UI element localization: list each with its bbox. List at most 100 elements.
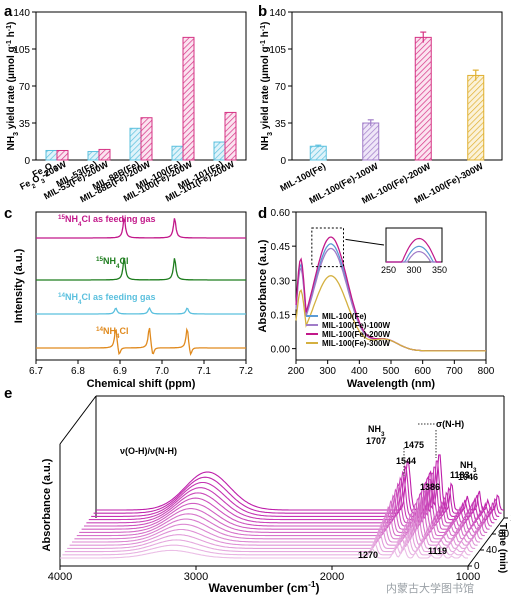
spectrum-line — [91, 466, 500, 517]
y-tick-label: 140 — [269, 8, 286, 19]
spectrum-line — [74, 509, 483, 540]
spectrum-line — [64, 534, 473, 553]
x-axis-label: Wavenumber (cm-1) — [208, 579, 319, 595]
spectrum-line — [62, 540, 471, 556]
x-tick-label: 800 — [478, 366, 495, 377]
annotation: 1270 — [358, 550, 378, 560]
plot-frame — [35, 211, 247, 361]
chart-b: 0 35 70 105 140 NH3 yield rate (μmol g-1 h-1)… — [260, 8, 503, 206]
zoom-arrow — [345, 238, 385, 246]
y-tick-label: 105 — [269, 45, 286, 56]
y-tick-label: 0.45 — [271, 242, 291, 253]
x-tick-label: 6.8 — [71, 366, 85, 377]
y-tick-label: 0.15 — [271, 310, 291, 321]
chart-a: 0 35 70 105 140 NH3 yield rate (μmol g-1 h-1)… — [6, 8, 247, 204]
y-tick-label: 0 — [24, 156, 30, 167]
panel-label-a: a — [4, 3, 13, 20]
spectrum-line — [88, 472, 497, 521]
annotation: 1475 — [404, 440, 424, 450]
x-tick-label: 300 — [319, 366, 336, 377]
series-label: 15NH4Cl — [96, 256, 129, 270]
annotation: 1386 — [420, 482, 440, 492]
bar — [309, 145, 327, 161]
frame-line — [59, 395, 97, 445]
y-tick-label: 35 — [19, 119, 31, 130]
x-tick-label: 7.0 — [155, 366, 169, 377]
x-tick-label: 700 — [446, 366, 463, 377]
annotation: NH3 — [460, 460, 477, 474]
zoom-box — [311, 227, 345, 268]
series-line — [36, 306, 246, 315]
annotation: ν(O-H)/ν(N-H) — [120, 446, 177, 456]
bar — [171, 145, 184, 161]
z-tick-label: 40 — [486, 545, 498, 556]
annotation: 1544 — [396, 456, 416, 466]
y-tick-label: 105 — [13, 45, 30, 56]
inset-series-line — [386, 237, 441, 263]
x-tick-label: 600 — [414, 366, 431, 377]
series-line — [36, 217, 246, 239]
bar — [213, 141, 226, 161]
legend-label: MIL-100(Fe)-100W — [322, 321, 390, 330]
chart-e: 4000 3000 2000 1000 Wavenumber (cm-1) Absorba… — [41, 395, 511, 595]
y-axis-label: Absorbance (a.u.) — [41, 458, 53, 551]
series-label: 14NH4Cl — [96, 326, 129, 340]
y-tick-label: 35 — [275, 119, 287, 130]
x-tick-label: 2000 — [320, 571, 344, 583]
spectrum-line — [79, 497, 488, 533]
panel-label-e: e — [4, 385, 12, 402]
y-axis-label: NH3 yield rate (μmol g-1 h-1) — [260, 22, 274, 151]
inset-frame — [385, 227, 443, 263]
y-axis-label: Intensity (a.u.) — [13, 248, 25, 323]
bar — [467, 74, 485, 161]
spectrum-line — [93, 460, 502, 514]
spectrum-line — [60, 546, 468, 559]
frame-line — [467, 517, 505, 567]
y-tick-label: 0.00 — [271, 345, 291, 356]
x-tick-label: 3000 — [184, 571, 208, 583]
x-category-label: Fe2O3 — [31, 159, 59, 183]
bar — [45, 149, 58, 161]
bar — [129, 127, 142, 161]
annotation: 1707 — [366, 436, 386, 446]
panel-label-c: c — [4, 205, 12, 222]
spectrum-line — [84, 485, 492, 527]
watermark: 内蒙古大学图书馆 — [386, 581, 474, 595]
bar — [224, 111, 237, 161]
x-tick-label: 6.9 — [113, 366, 127, 377]
panel-label-d: d — [258, 205, 267, 222]
z-tick-label: 80 — [498, 529, 510, 540]
bar — [362, 122, 380, 161]
x-tick-label: 200 — [288, 366, 305, 377]
legend-label: MIL-100(Fe) — [322, 312, 367, 321]
legend-label: MIL-100(Fe)-300W — [322, 339, 390, 348]
x-axis-label: Wavelength (nm) — [347, 378, 436, 390]
x-axis-label: Chemical shift (ppm) — [87, 378, 196, 390]
annotation: σ(N-H) — [436, 419, 464, 429]
chart-c: 6.7 6.8 6.9 7.0 7.1 7.2 Chemical shift (ppm) In… — [13, 211, 253, 390]
y-tick-label: 70 — [275, 82, 287, 93]
x-tick-label: 6.7 — [29, 366, 43, 377]
x-tick-label: 1000 — [456, 571, 480, 583]
y-axis-label: NH3 yield rate (μmol g-1 h-1) — [6, 22, 20, 151]
y-axis-label: Absorbance (a.u.) — [257, 239, 269, 332]
spectrum-line — [76, 503, 485, 537]
z-axis-label: Time (min) — [497, 523, 508, 573]
chart-d: 200 300 400 500 600 700 800 0.00 0.15 0.30 0.45 0.6… — [257, 208, 495, 390]
series-line — [36, 257, 246, 281]
legend-label: MIL-100(Fe)-200W — [322, 330, 390, 339]
x-tick-label: 7.1 — [197, 366, 211, 377]
y-tick-label: 140 — [13, 8, 30, 19]
bar — [414, 36, 432, 161]
inset-x-tick-label: 250 — [381, 265, 396, 275]
z-tick-label: 0 — [474, 561, 480, 572]
inset-x-tick-label: 350 — [432, 265, 447, 275]
annotation: 1183 — [450, 470, 470, 480]
bar — [56, 149, 69, 161]
y-tick-label: 70 — [19, 82, 31, 93]
y-tick-label: 0 — [280, 156, 286, 167]
x-tick-label: 500 — [383, 366, 400, 377]
spectrum-line — [86, 478, 495, 524]
bar — [98, 148, 111, 161]
